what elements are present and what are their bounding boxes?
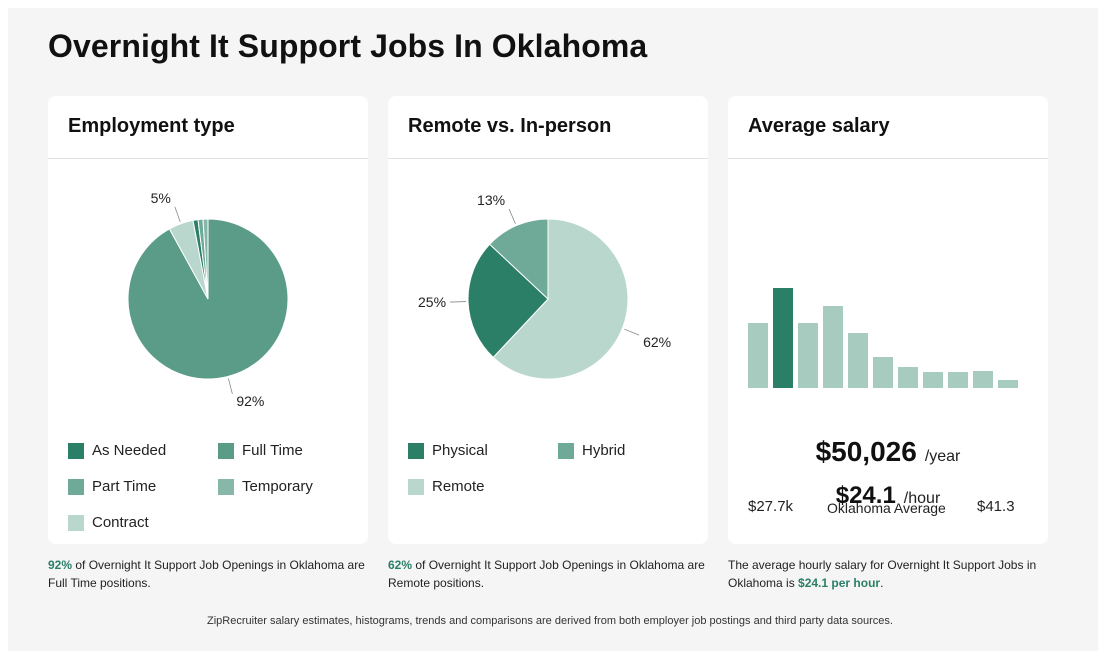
average-salary-card: Average salary $27.7k Oklahoma Average $… [728, 96, 1048, 544]
histogram-min-label: $27.7k [748, 498, 794, 515]
card-divider [48, 158, 368, 159]
remote-caption: 62% of Overnight It Support Job Openings… [388, 556, 710, 592]
legend-item-as-needed: As Needed [68, 442, 166, 459]
pie-slice-physical [467, 243, 549, 359]
caption-highlight: $24.1 per hour [798, 576, 881, 590]
pie-percent-label: 5% [151, 190, 171, 206]
histogram-bar [823, 306, 843, 388]
histogram-bar [873, 357, 893, 388]
legend-label: Hybrid [582, 442, 626, 459]
caption-end: . [880, 576, 884, 590]
employment-type-title: Employment type [68, 115, 235, 137]
histogram-average-label: Oklahoma Average [827, 500, 946, 516]
footer-disclaimer: ZipRecruiter salary estimates, histogram… [207, 615, 893, 627]
caption-text: The average hourly salary for Overnight … [728, 558, 1037, 590]
employment-type-card: Employment type 92% 5% As Needed Full Time… [48, 96, 368, 544]
caption-text: of Overnight It Support Job Openings in … [48, 558, 365, 590]
pie-percent-label: 62% [643, 334, 671, 350]
yearly-salary-value: $50,026 [815, 436, 917, 467]
histogram-bar [998, 380, 1018, 388]
legend-swatch [218, 478, 234, 495]
histogram-bar [948, 372, 968, 388]
pie-label-leader [624, 328, 640, 336]
page-title: Overnight It Support Jobs In Oklahoma [48, 28, 648, 64]
legend-item-temporary: Temporary [218, 478, 313, 495]
yearly-salary-unit: /year [924, 448, 961, 465]
histogram-max-label: $41.3 [977, 498, 1015, 515]
remote-vs-inperson-pie: 62% 25% 13% [418, 192, 671, 380]
pie-label-leader [508, 208, 516, 224]
hourly-salary-value: $24.1 [835, 482, 896, 509]
remote-vs-inperson-title: Remote vs. In-person [408, 115, 612, 137]
caption-text: of Overnight It Support Job Openings in … [388, 558, 705, 590]
legend-swatch [408, 478, 424, 495]
pie-slice-hybrid [488, 218, 549, 301]
legend-swatch [558, 442, 574, 459]
histogram-bar [973, 371, 993, 388]
pie-percent-label: 13% [477, 192, 505, 208]
salary-histogram [748, 288, 1018, 388]
pie-label-leader [450, 301, 467, 303]
card-divider [728, 158, 1048, 159]
histogram-bar [848, 333, 868, 388]
pie-percent-label: 25% [418, 294, 446, 310]
remote-vs-inperson-card: Remote vs. In-person 62% 25% 13% Physical H… [388, 96, 708, 544]
legend-swatch [68, 514, 84, 531]
pie-slice-temporary [202, 218, 209, 300]
pie-percent-label: 92% [236, 393, 264, 409]
hourly-salary-unit: /hour [903, 490, 941, 507]
pie-slice-remote [492, 218, 629, 380]
legend-label: Physical [432, 442, 488, 459]
card-divider [388, 158, 708, 159]
legend-swatch [218, 442, 234, 459]
legend-item-contract: Contract [68, 514, 149, 531]
legend-item-hybrid: Hybrid [558, 442, 625, 459]
legend-swatch [68, 442, 84, 459]
histogram-bar-highlight [773, 288, 793, 388]
legend-swatch [68, 478, 84, 495]
legend-label: Remote [432, 478, 485, 495]
pie-label-leader [228, 378, 233, 395]
histogram-bar [748, 323, 768, 388]
legend-item-physical: Physical [408, 442, 488, 459]
legend-label: Temporary [242, 478, 313, 495]
average-salary-title: Average salary [748, 115, 890, 137]
caption-highlight: 92% [48, 558, 73, 572]
employment-type-pie: 92% 5% [127, 190, 289, 409]
legend-label: Contract [92, 514, 149, 531]
histogram-bar [798, 323, 818, 388]
caption-highlight: 62% [388, 558, 413, 572]
salary-caption: The average hourly salary for Overnight … [728, 556, 1048, 592]
legend-label: Full Time [242, 442, 303, 459]
legend-item-part-time: Part Time [68, 478, 156, 495]
pie-label-leader [174, 206, 181, 222]
yearly-salary: $50,026/year [728, 436, 1048, 468]
legend-item-full-time: Full Time [218, 442, 303, 459]
histogram-bar [898, 367, 918, 388]
legend-label: As Needed [92, 442, 167, 459]
legend-label: Part Time [92, 478, 157, 495]
hourly-salary: $24.1/hour [728, 482, 1048, 510]
legend-swatch [408, 442, 424, 459]
employment-type-caption: 92% of Overnight It Support Job Openings… [48, 556, 370, 592]
legend-item-remote: Remote [408, 478, 485, 495]
histogram-bar [923, 372, 943, 388]
